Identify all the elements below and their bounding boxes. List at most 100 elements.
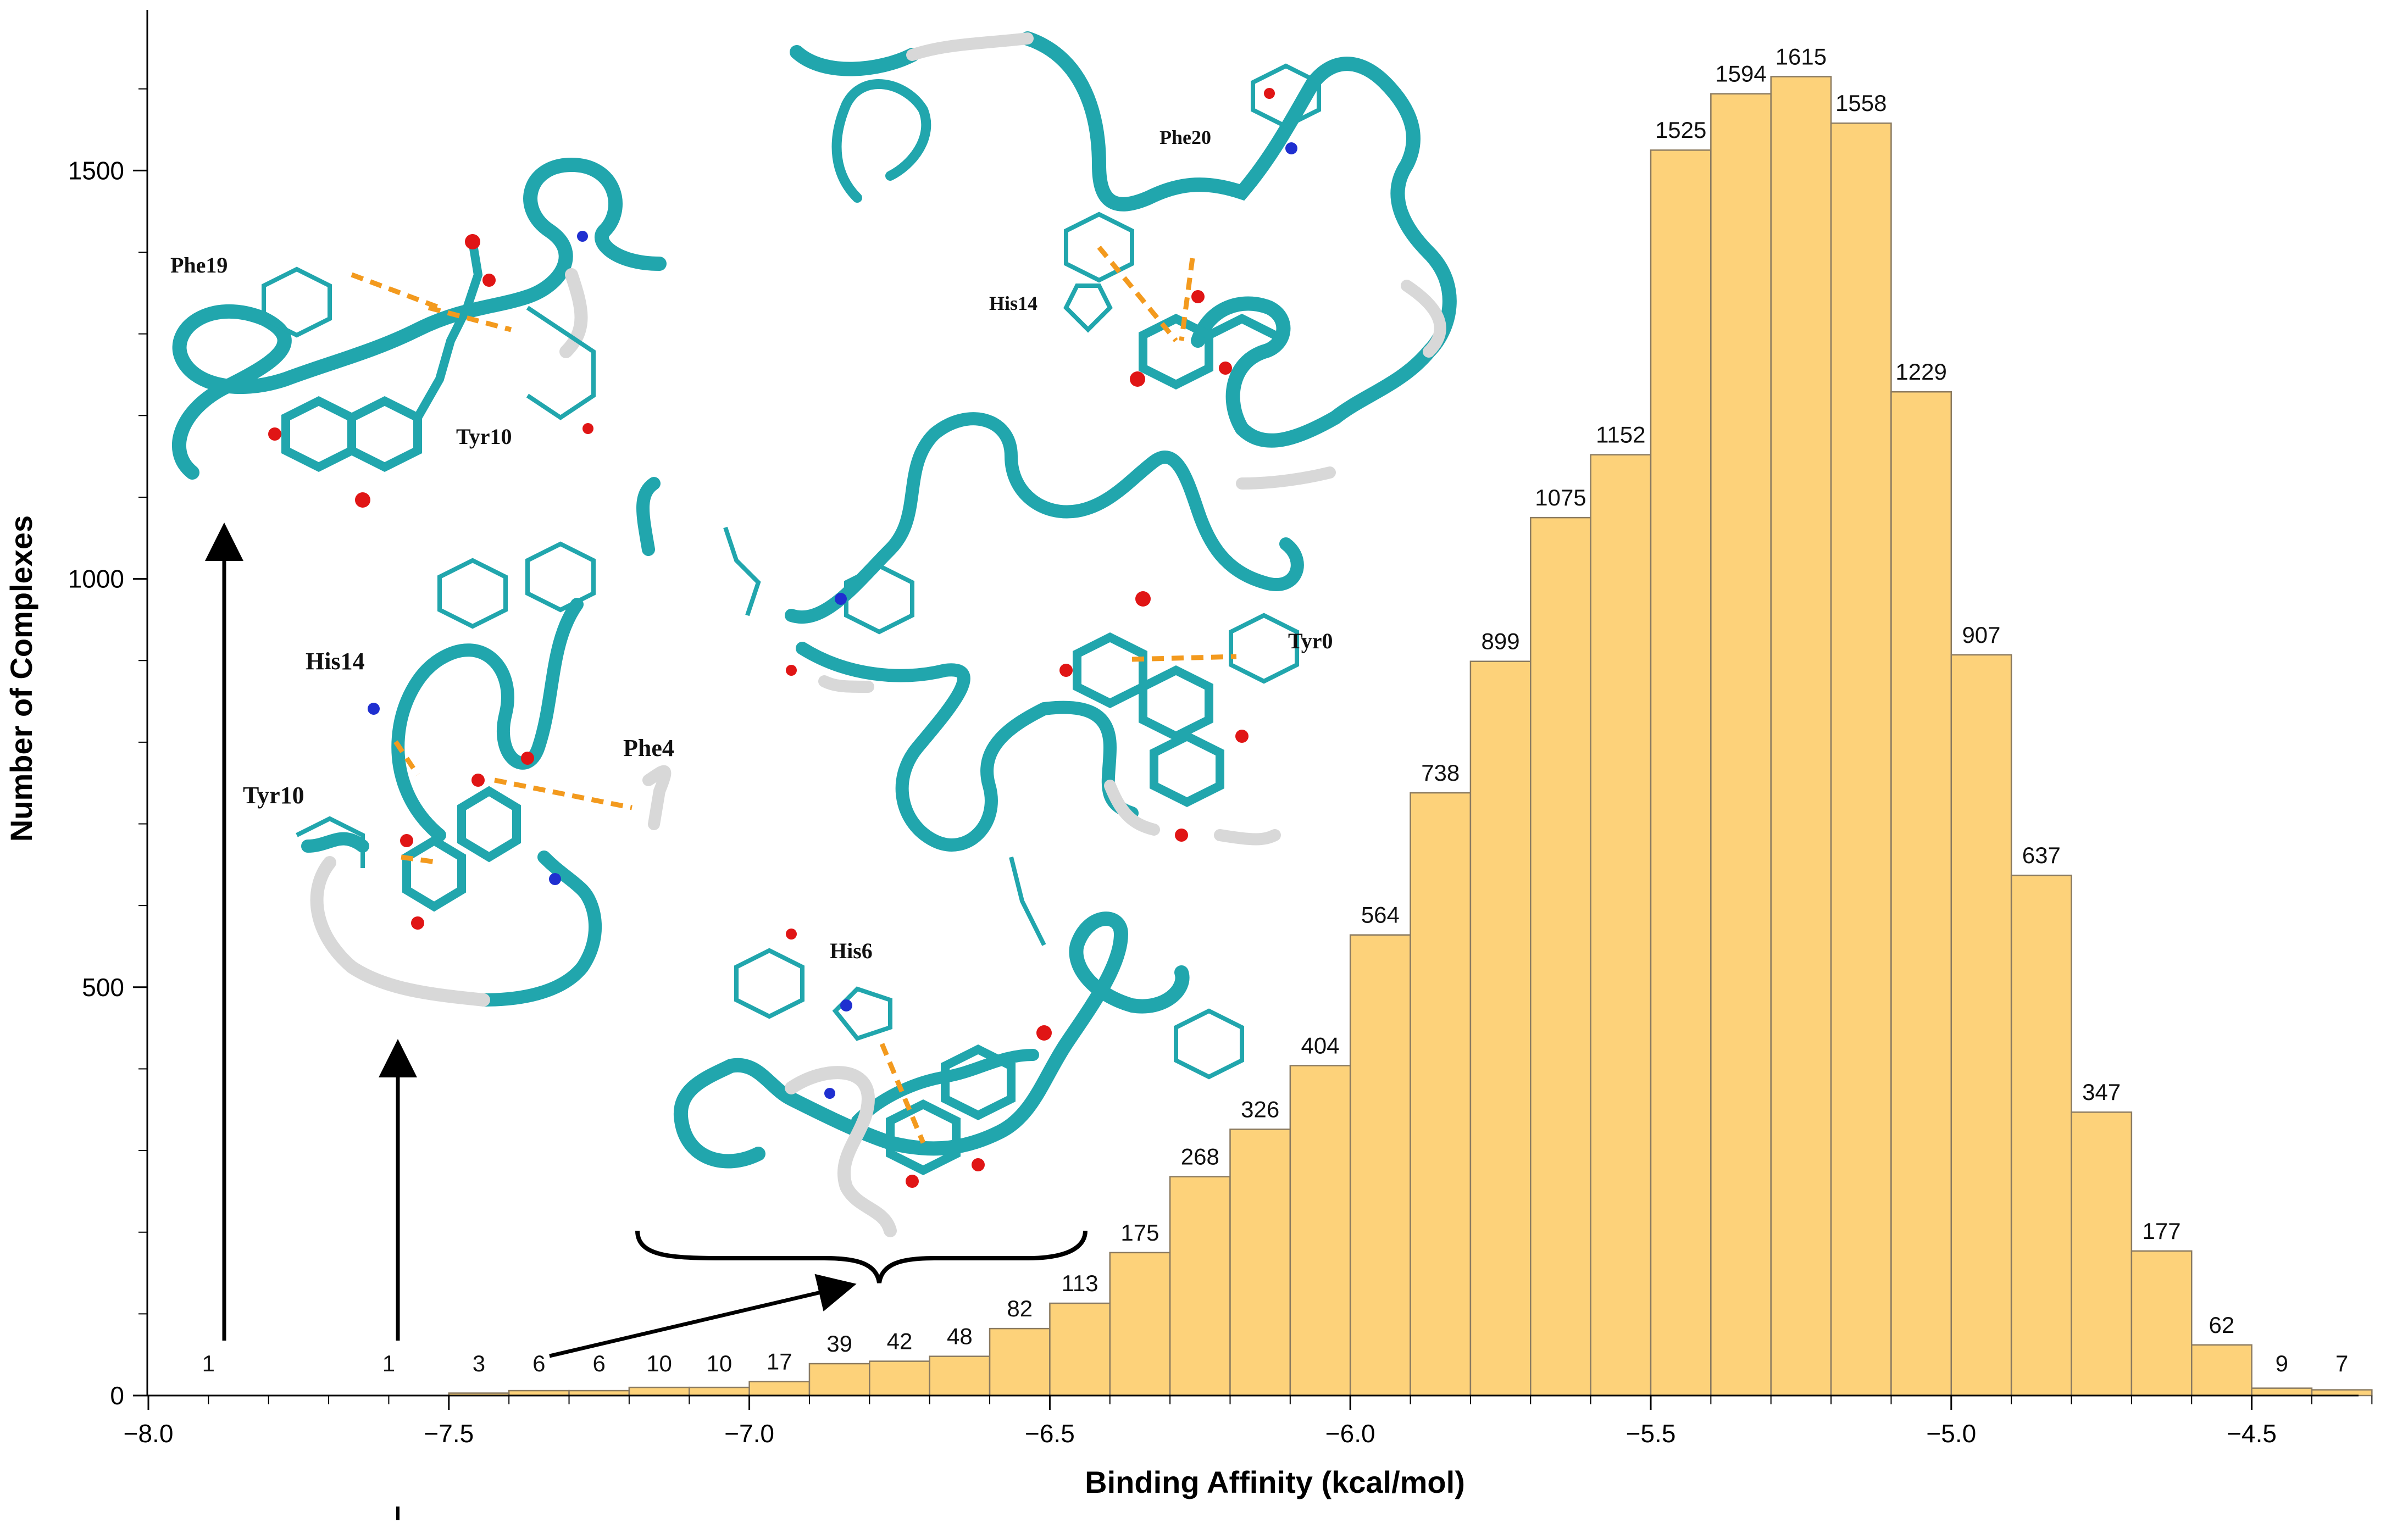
oxygen-atom	[1175, 829, 1188, 842]
bar-value-label: 6	[593, 1350, 606, 1376]
y-tick-label: 0	[110, 1381, 124, 1410]
bar-value-label: 347	[2082, 1079, 2121, 1105]
oxygen-atom	[786, 929, 797, 940]
bar-value-label: 177	[2143, 1218, 2181, 1244]
histogram-bar	[2130, 1250, 2193, 1397]
bar-value-label: 48	[947, 1324, 973, 1349]
bar-value-label: 3	[473, 1350, 485, 1376]
x-tick-label: −5.0	[1926, 1419, 1976, 1448]
histogram-bar	[1650, 149, 1712, 1397]
histogram-bar	[2010, 874, 2072, 1397]
histogram-bar	[1049, 1302, 1111, 1397]
hydrogen-bond	[401, 854, 440, 865]
histogram-bar	[989, 1327, 1051, 1397]
side-chain	[296, 541, 596, 868]
histogram-bar	[1710, 93, 1772, 1397]
protein-coil	[642, 765, 672, 830]
y-axis-title: Number of Complexes	[4, 515, 38, 842]
histogram-bar	[2071, 1111, 2133, 1397]
ligand-ring	[402, 786, 521, 912]
protein-coil	[818, 675, 1281, 846]
bar-value-label: 899	[1482, 629, 1520, 654]
oxygen-atom	[972, 1158, 985, 1171]
histogram-bar	[1770, 76, 1832, 1397]
histogram-bar	[1590, 454, 1652, 1397]
bar-value-label: 326	[1241, 1096, 1279, 1122]
ligand-ring	[1139, 314, 1277, 390]
residue-label-his6: His6	[830, 938, 873, 963]
hydrogen-bond	[393, 740, 420, 776]
x-axis-ticks: −8.0 −7.5 −7.0 −6.5 −6.0 −5.5 −5.0 −4.5	[124, 1396, 2373, 1448]
residue-label-tyr10: Tyr10	[243, 782, 304, 809]
histogram-bar	[1289, 1065, 1351, 1397]
oxygen-atom	[1059, 664, 1073, 677]
bar-value-label: 9	[2276, 1350, 2288, 1376]
bar-value-label: 1525	[1655, 117, 1706, 143]
arrow-to-bracket	[549, 1274, 857, 1358]
y-axis-ticks: 0 500 1000 1500	[68, 88, 147, 1410]
bar-value-label: 404	[1301, 1032, 1339, 1058]
bar-value-label: 7	[2335, 1350, 2348, 1376]
histogram-bar	[1890, 391, 1952, 1397]
protein-ribbon	[831, 79, 931, 203]
ligand-ring	[886, 1044, 1016, 1175]
ligand-ring	[1073, 632, 1224, 807]
bar-value-label: 1229	[1895, 359, 1946, 385]
y-tick-label: 500	[82, 973, 124, 1002]
protein-coil	[906, 32, 1034, 61]
bar-value-label: 907	[1962, 622, 2000, 648]
bar-value-label: 62	[2209, 1312, 2235, 1338]
bar-value-label: 738	[1421, 760, 1460, 786]
bar-value-label: 1558	[1835, 90, 1887, 116]
oxygen-atom	[482, 274, 496, 287]
molecule-inset-center: Tyr0	[723, 412, 1333, 852]
oxygen-atom	[521, 752, 534, 765]
oxygen-atom	[411, 916, 424, 930]
ligand-ring	[281, 396, 422, 472]
residue-label-tyr0: Tyr0	[1288, 629, 1333, 653]
molecule-inset-top-center: Phe20 His14	[790, 31, 1457, 490]
hydrogen-bond	[1179, 258, 1195, 341]
histogram-bar	[2251, 1387, 2313, 1397]
histogram-bar	[1830, 122, 1892, 1397]
histogram-bar	[1349, 934, 1411, 1397]
molecule-inset-top-left: Phe19 Tyr10	[170, 157, 667, 508]
bar-value-label: 1075	[1535, 485, 1586, 510]
histogram-bar	[688, 1386, 750, 1397]
protein-coil	[785, 1066, 897, 1237]
bar-value-label: 1594	[1715, 61, 1766, 87]
outlier-value-label: 1	[202, 1350, 215, 1376]
x-tick-label: −5.5	[1626, 1419, 1676, 1448]
oxygen-atom	[1235, 730, 1249, 743]
oxygen-atom	[582, 423, 593, 434]
nitrogen-atom	[824, 1088, 835, 1099]
bar-value-label: 17	[767, 1349, 792, 1375]
x-tick-label: −7.5	[424, 1419, 474, 1448]
histogram-bar	[748, 1381, 811, 1397]
hydrogen-bond	[879, 1043, 926, 1144]
side-chain	[262, 266, 596, 420]
histogram-bar	[1109, 1252, 1171, 1397]
oxygen-atom	[355, 492, 370, 508]
oxygen-atom	[1130, 371, 1145, 387]
hydrogen-bond	[494, 777, 632, 810]
nitrogen-atom	[835, 593, 847, 605]
histogram-bar	[1229, 1129, 1291, 1397]
protein-coil	[310, 856, 490, 1007]
bar-value-label: 175	[1120, 1220, 1159, 1246]
oxygen-atom	[465, 234, 480, 249]
outlier-value-label: 1	[382, 1350, 395, 1376]
residue-label-tyr10: Tyr10	[456, 424, 512, 449]
histogram-bar	[869, 1360, 930, 1397]
y-tick-label: 1000	[68, 565, 124, 593]
bar-value-label: 268	[1181, 1144, 1219, 1170]
histogram-bar	[1950, 654, 2012, 1397]
histogram-bar	[1410, 792, 1472, 1397]
x-tick-label: −8.0	[124, 1419, 174, 1448]
hydrogen-bond	[428, 305, 512, 332]
bar-value-label: 82	[1007, 1296, 1033, 1321]
x-tick-label: −4.5	[2227, 1419, 2277, 1448]
bar-value-label: 564	[1361, 902, 1400, 928]
nitrogen-atom	[1285, 142, 1297, 154]
